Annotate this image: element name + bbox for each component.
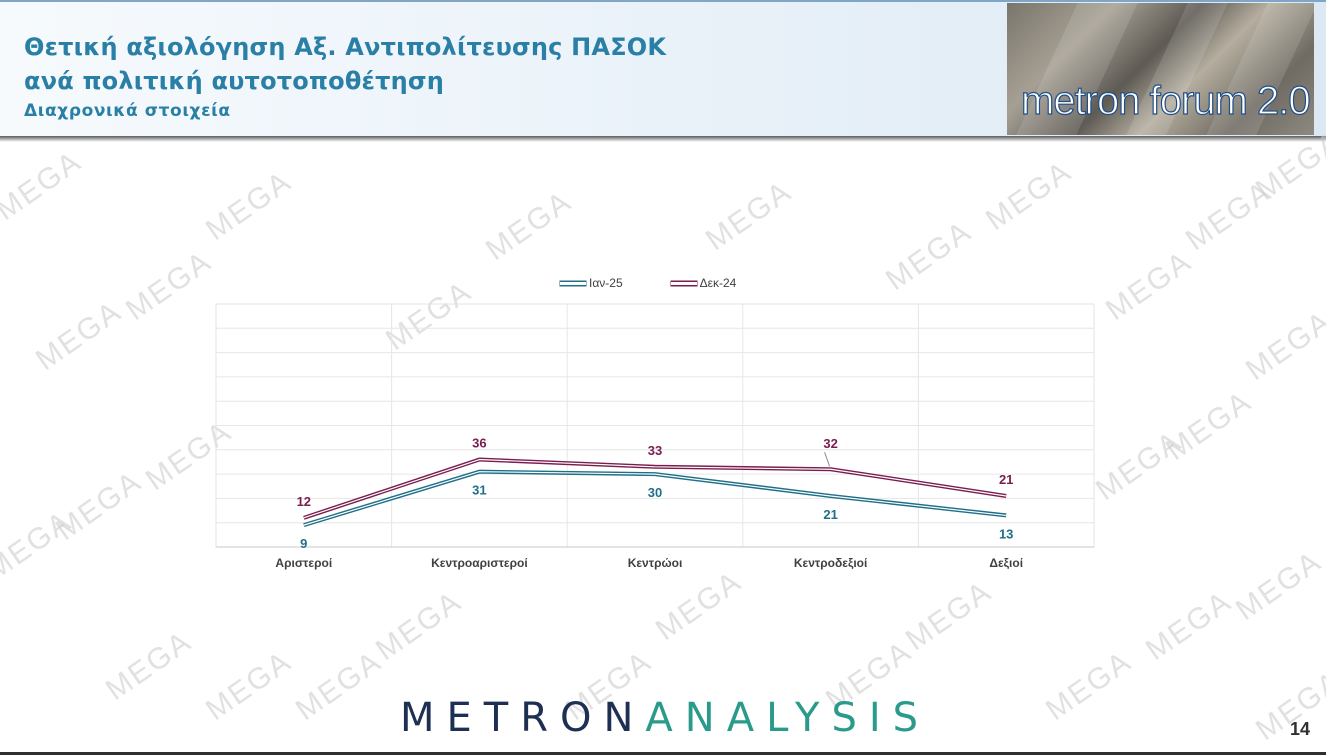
header-shadow xyxy=(0,136,1326,142)
data-label-series-2: 21 xyxy=(999,472,1013,487)
page-title: Θετική αξιολόγηση Αξ. Αντιπολίτευσης ΠΑΣ… xyxy=(24,30,666,98)
legend-label-series-2: Δεκ-24 xyxy=(699,276,737,290)
metron-analysis-logo: METRONANALYSIS xyxy=(400,695,930,741)
brand-part-1: METRON xyxy=(400,695,646,741)
page-number: 14 xyxy=(1290,719,1311,739)
legend-label-series-1: Ιαν-25 xyxy=(589,276,623,290)
brand-part-2: ANALYSIS xyxy=(645,695,931,741)
data-label-series-1: 21 xyxy=(823,507,837,522)
data-label-series-2: 33 xyxy=(648,443,662,458)
page-subtitle: Διαχρονικά στοιχεία xyxy=(24,101,231,121)
title-line-2: ανά πολιτική αυτοτοποθέτηση xyxy=(24,67,445,95)
data-label-series-2: 32 xyxy=(823,436,837,451)
x-tick-label: Δεξιοί xyxy=(989,556,1023,570)
data-label-series-1: 31 xyxy=(472,483,486,498)
series-line-inner-1 xyxy=(303,471,1007,526)
x-tick-label: Αριστεροί xyxy=(275,556,332,570)
data-label-series-1: 9 xyxy=(300,536,307,551)
chart-legend: Ιαν-25 Δεκ-24 xyxy=(560,276,736,290)
legend-swatch-series-1 xyxy=(560,280,586,286)
data-label-series-1: 13 xyxy=(999,526,1013,541)
legend-item-series-1: Ιαν-25 xyxy=(560,276,623,290)
x-tick-label: Κεντροδεξιοί xyxy=(794,556,867,570)
legend-swatch-series-2 xyxy=(670,280,697,286)
data-label-series-1: 30 xyxy=(648,485,662,500)
legend-item-series-2: Δεκ-24 xyxy=(670,276,737,290)
logo-text: metron forum 2.0 xyxy=(1020,78,1311,123)
bottom-rule xyxy=(0,752,1326,755)
data-label-leader xyxy=(824,452,831,467)
x-tick-label: Κεντρώοι xyxy=(628,556,683,570)
title-line-1: Θετική αξιολόγηση Αξ. Αντιπολίτευσης ΠΑΣ… xyxy=(24,33,667,61)
data-label-series-2: 36 xyxy=(472,436,486,451)
series-line-inner-2 xyxy=(303,458,1007,519)
x-tick-label: Κεντροαριστεροί xyxy=(431,556,528,570)
data-label-series-2: 12 xyxy=(297,494,311,509)
metron-forum-logo: metron forum 2.0 xyxy=(1007,3,1314,135)
